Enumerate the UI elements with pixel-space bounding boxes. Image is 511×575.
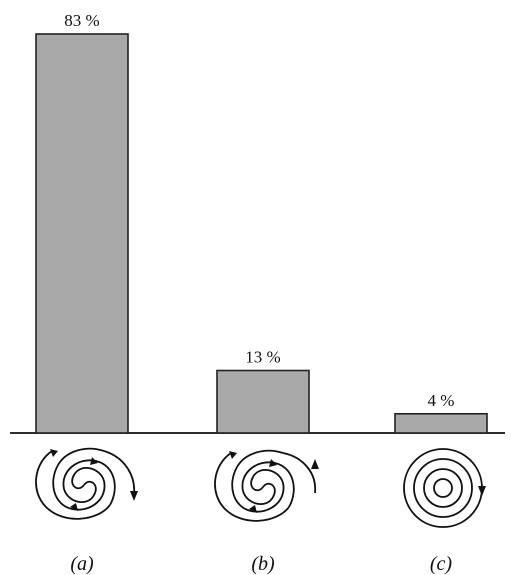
- bar-3: [394, 412, 488, 434]
- spiral-open-two-arms-icon: [214, 449, 319, 522]
- category-label: (a): [70, 553, 94, 575]
- bar-value-label: 4 %: [428, 391, 455, 410]
- bar-value-label: 13 %: [245, 348, 280, 367]
- spiral-closed-concentric-icon: [403, 448, 486, 528]
- bar-2: [216, 369, 310, 434]
- bar-1: [35, 33, 129, 434]
- category-label: (b): [251, 553, 275, 575]
- category-label: (c): [430, 553, 453, 575]
- spiral-open-two-arms-icon: [35, 447, 138, 520]
- bar-value-label: 83 %: [64, 11, 99, 30]
